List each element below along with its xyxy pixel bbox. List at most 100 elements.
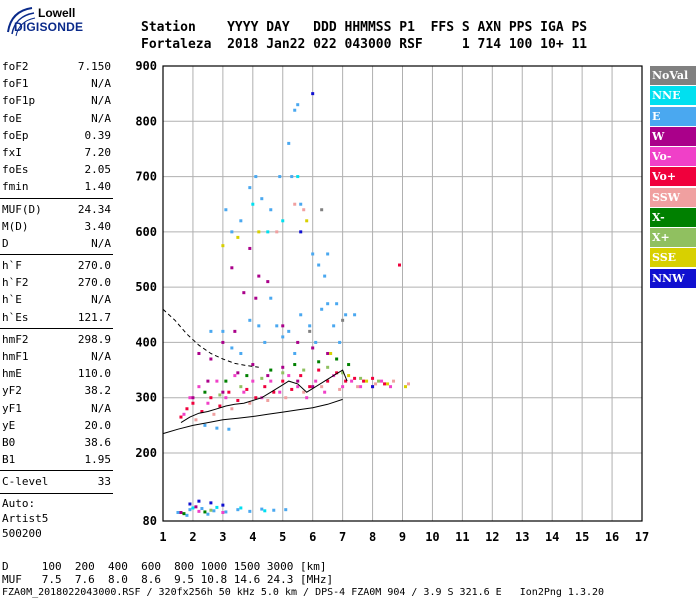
muf-row: MUF 7.5 7.6 8.0 8.6 9.5 10.8 14.6 24.3 [… [2, 573, 334, 586]
echo-point [209, 329, 213, 333]
param-group-critical-frequencies: foF2 7.150 foF1 N/A foF1p N/A foE N/A foEp 0.… [0, 58, 113, 196]
echo-point [392, 379, 396, 383]
echo-point [320, 385, 324, 389]
echo-point [188, 396, 192, 400]
y-tick-label: 800 [135, 114, 157, 128]
echo-point [308, 329, 312, 333]
echo-point [254, 175, 258, 179]
param-row: h`F 270.0 [0, 257, 113, 274]
y-tick-label: 80 [143, 514, 157, 528]
param-label: foE [2, 111, 22, 125]
echo-point [311, 92, 315, 96]
echo-point [221, 329, 225, 333]
echo-point [221, 503, 225, 507]
legend-item: X+ [650, 228, 696, 247]
echo-point [320, 208, 324, 212]
param-row: hmF2 298.9 [0, 331, 113, 348]
param-label: B1 [2, 453, 16, 467]
echo-point [335, 371, 339, 375]
param-row: yF2 38.2 [0, 382, 113, 399]
x-tick-label: 6 [309, 530, 316, 544]
param-label: yE [2, 418, 16, 432]
echo-point [278, 390, 282, 394]
echo-point [386, 382, 390, 386]
profile-curves [162, 308, 348, 435]
echo-point [359, 385, 363, 389]
echo-point [185, 407, 189, 411]
echo-point [251, 202, 255, 206]
param-value: N/A [91, 94, 111, 108]
param-value: 38.6 [84, 435, 112, 449]
echo-point [227, 427, 231, 431]
echo-point [266, 280, 270, 284]
echo-point [344, 379, 348, 383]
echo-point [341, 385, 345, 389]
echo-point [188, 508, 192, 512]
echo-point [197, 351, 201, 355]
echo-point [347, 374, 351, 378]
echo-point [230, 266, 234, 270]
param-value: 121.7 [77, 310, 111, 324]
echo-point [293, 363, 297, 367]
echo-point [403, 385, 407, 389]
echo-point [362, 379, 366, 383]
legend-item: NoVal [650, 66, 696, 85]
echo-point [266, 230, 270, 234]
param-row: hmE 110.0 [0, 365, 113, 382]
echo-point [323, 390, 327, 394]
echo-point [284, 396, 288, 400]
echo-point [320, 307, 324, 311]
divider [0, 470, 113, 472]
echo-point [218, 393, 222, 397]
echo-point [224, 379, 228, 383]
echo-point [209, 501, 213, 505]
param-row: fmin 1.40 [0, 178, 113, 195]
param-row: MUF(D) 24.34 [0, 201, 113, 218]
echo-point [254, 396, 258, 400]
echo-point [406, 382, 410, 386]
echo-point [185, 513, 189, 517]
x-tick-label: 13 [515, 530, 529, 544]
echo-point [242, 390, 246, 394]
echo-point [251, 379, 255, 383]
echo-point [206, 379, 210, 383]
param-row: foEp 0.39 [0, 127, 113, 144]
echo-point [224, 510, 228, 514]
echo-point [305, 396, 309, 400]
auto-artist: Artist5 [2, 511, 49, 525]
param-value: 20.0 [84, 418, 112, 432]
legend-item: W [650, 126, 696, 146]
param-value: 1.95 [84, 453, 112, 467]
echo-point [176, 511, 180, 514]
echo-point [323, 274, 327, 278]
echo-point [182, 512, 186, 516]
param-label: hmF2 [2, 332, 29, 346]
echo-point [338, 340, 342, 344]
echo-point [257, 230, 261, 234]
echo-point [347, 363, 351, 367]
y-tick-label: 400 [135, 335, 157, 349]
param-label: foF1 [2, 77, 29, 91]
echo-point [281, 365, 285, 369]
echo-point [281, 335, 285, 339]
echo-point [398, 263, 402, 267]
legend-item: E [650, 106, 696, 126]
param-value: 270.0 [77, 259, 111, 273]
echo-point [299, 202, 303, 206]
echo-point [221, 511, 225, 514]
echo-point [263, 385, 267, 389]
profile-curve [162, 398, 343, 435]
echo-point [305, 219, 309, 223]
echo-point [248, 401, 252, 405]
legend-item: X- [650, 207, 696, 227]
echo-point [251, 363, 255, 367]
divider [0, 197, 113, 199]
param-row: D N/A [0, 235, 113, 252]
param-value: N/A [91, 401, 111, 415]
echo-point [182, 412, 186, 416]
echo-point [302, 208, 306, 212]
echo-point [326, 379, 330, 383]
echo-point [260, 197, 264, 201]
echo-point [287, 141, 291, 145]
